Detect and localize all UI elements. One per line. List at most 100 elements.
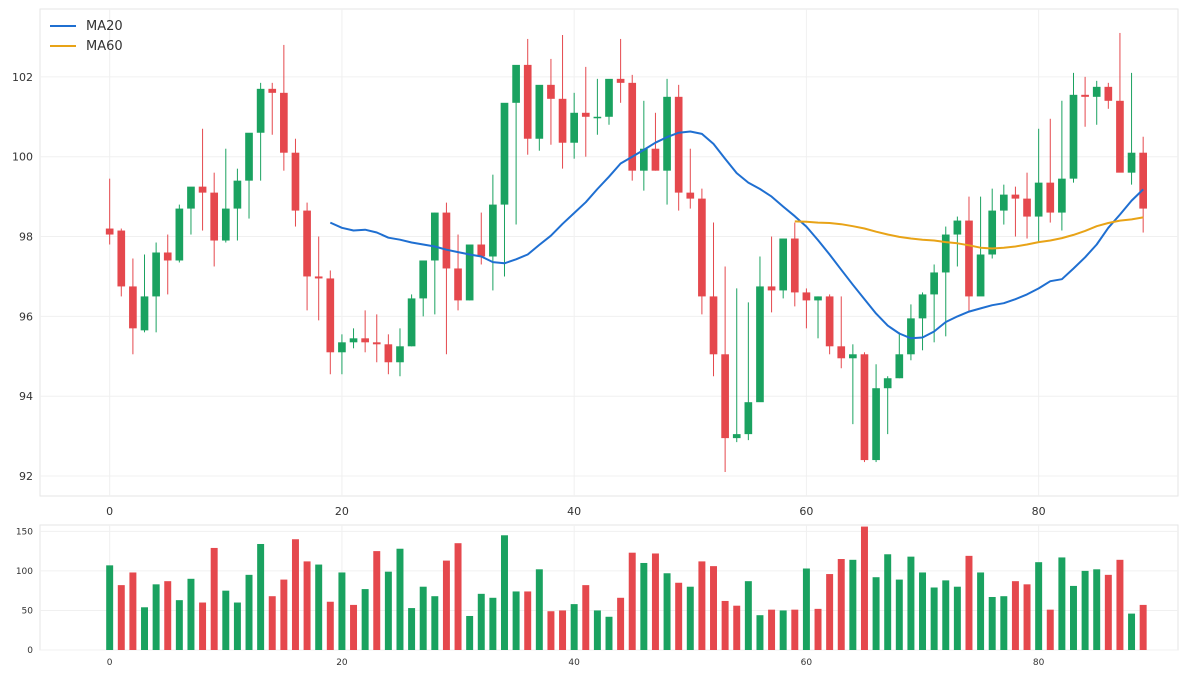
volume-y-tick-label: 0	[27, 646, 33, 656]
candle-body	[907, 318, 915, 355]
price-y-tick-label: 92	[19, 470, 33, 483]
volume-bar	[826, 574, 834, 650]
candle-body	[605, 78, 613, 117]
candle-body	[988, 210, 997, 255]
candle-body	[779, 238, 788, 291]
volume-bar	[1093, 569, 1101, 650]
volume-bar	[663, 573, 671, 650]
volume-bar	[280, 579, 288, 650]
volume-x-tick-label: 60	[801, 658, 813, 668]
volume-bar	[303, 561, 311, 650]
volume-bar	[872, 577, 880, 650]
candle-body	[1034, 182, 1043, 217]
candle-body	[303, 210, 311, 277]
volume-bar	[396, 548, 404, 650]
volume-bar	[988, 596, 996, 650]
volume-bar	[884, 554, 892, 650]
candle-body	[489, 204, 497, 257]
candle-body	[849, 354, 857, 359]
candle-body	[187, 186, 195, 209]
volume-bar	[233, 602, 241, 650]
volume-bar	[442, 560, 450, 650]
candle-body	[744, 402, 753, 435]
volume-bar	[582, 585, 590, 650]
volume-bar	[373, 551, 381, 650]
volume-bar	[837, 559, 845, 650]
legend-label-ma60: MA60	[86, 39, 123, 54]
volume-bar	[791, 609, 799, 650]
candle-body	[581, 112, 590, 117]
volume-bar	[1023, 584, 1031, 650]
candle-body	[767, 286, 776, 291]
volume-bar	[222, 590, 230, 650]
volume-bar	[361, 589, 369, 650]
volume-bar	[953, 586, 961, 650]
volume-bar	[152, 584, 160, 650]
candle-body	[918, 294, 927, 319]
volume-bar	[547, 611, 555, 650]
legend: MA20 MA60	[50, 19, 123, 54]
volume-bar	[268, 596, 276, 650]
candle-body	[883, 378, 892, 389]
candle-body	[756, 286, 764, 403]
price-y-tick-label: 102	[12, 71, 33, 84]
volume-bar	[710, 566, 717, 650]
candle-body	[245, 132, 253, 181]
volume-bar	[802, 568, 810, 650]
candle-body	[965, 220, 973, 297]
candle-body	[280, 92, 288, 153]
volume-y-tick-label: 50	[22, 606, 34, 616]
candle-body	[152, 252, 160, 297]
volume-bar	[315, 564, 323, 650]
candle-body	[663, 96, 671, 171]
candle-body	[430, 212, 439, 261]
volume-bar	[1000, 596, 1008, 650]
candle-body	[117, 230, 126, 287]
volume-bar	[1104, 574, 1112, 650]
price-x-tick-label: 20	[335, 505, 349, 518]
volume-bar	[454, 543, 462, 650]
volume-bar	[849, 559, 857, 650]
candle-body	[361, 338, 369, 343]
volume-bar	[744, 581, 752, 650]
candle-body	[163, 252, 172, 261]
volume-bar	[977, 572, 985, 650]
candle-body	[593, 116, 602, 119]
candle-body	[175, 208, 184, 261]
volume-bar	[350, 604, 358, 650]
volume-bar	[408, 608, 416, 650]
candle-body	[640, 148, 648, 171]
volume-bar	[768, 609, 776, 650]
price-panel: 92 94 96 98 100 102 0 20 40 60 80	[12, 8, 1179, 518]
volume-bar	[1139, 604, 1147, 650]
candle-body	[477, 244, 486, 257]
price-y-tick-label: 98	[19, 231, 33, 244]
volume-bar	[106, 565, 114, 650]
candle-body	[674, 96, 683, 193]
candle-body	[709, 296, 718, 355]
volume-bar	[257, 543, 265, 650]
candle-body	[129, 286, 137, 329]
volume-bar	[326, 601, 334, 650]
candle-body	[221, 208, 230, 241]
candle-body	[999, 194, 1008, 211]
volume-bar	[291, 539, 299, 650]
candle-body	[396, 346, 404, 363]
legend-label-ma20: MA20	[86, 19, 123, 34]
candle-body	[895, 354, 904, 379]
volume-bar	[895, 579, 903, 650]
candle-body	[419, 260, 428, 299]
volume-bar	[164, 581, 172, 650]
volume-bar	[593, 610, 601, 650]
candle-body	[941, 234, 950, 273]
candle-body	[372, 342, 381, 345]
candle-body	[535, 84, 544, 139]
candle-body	[268, 88, 277, 93]
candle-body	[233, 180, 242, 209]
candle-body	[1046, 182, 1055, 213]
volume-bar	[466, 615, 474, 650]
volume-bar	[640, 562, 648, 650]
candle-body	[837, 346, 846, 359]
